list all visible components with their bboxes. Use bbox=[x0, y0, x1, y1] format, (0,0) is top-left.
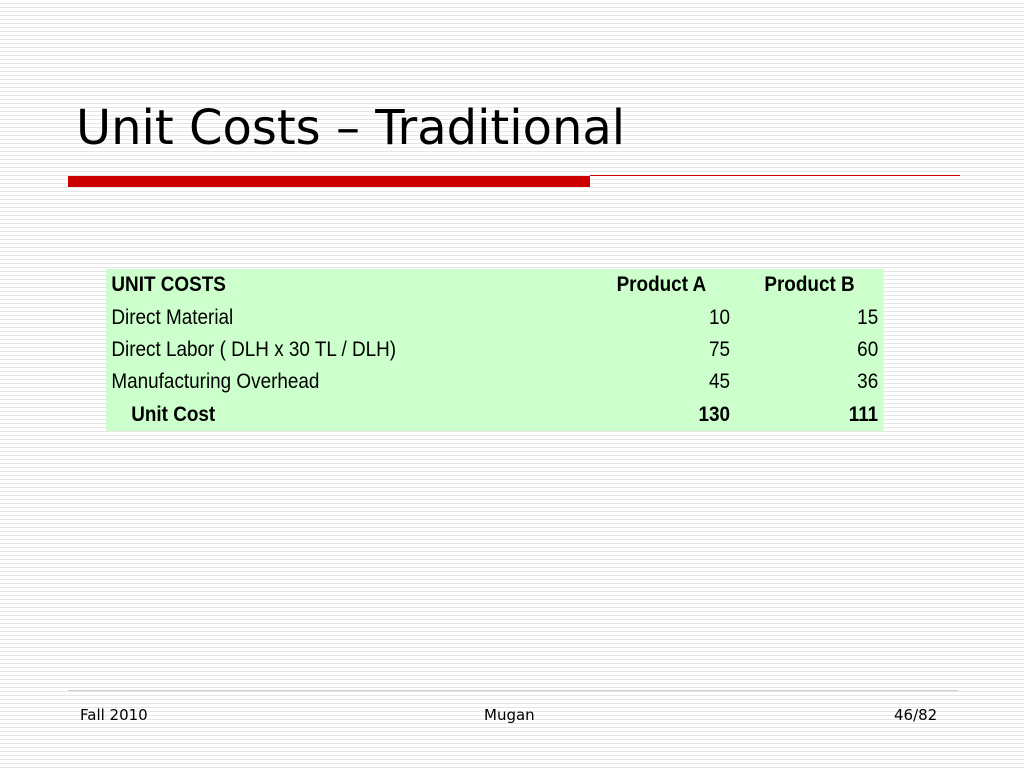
table-row: Direct Labor ( DLH x 30 TL / DLH) 75 60 bbox=[106, 334, 884, 366]
row-label: Direct Labor ( DLH x 30 TL / DLH) bbox=[111, 337, 397, 361]
table-row: Manufacturing Overhead 45 36 bbox=[106, 366, 884, 398]
total-label: Unit Cost bbox=[131, 402, 216, 426]
row-product-a: 75 bbox=[709, 337, 731, 361]
title-underline-thick bbox=[68, 176, 590, 187]
table-total-row: Unit Cost 130 111 bbox=[106, 399, 884, 431]
title-underline-thin bbox=[590, 175, 960, 176]
unit-costs-table: UNIT COSTS Product A Product B Direct Ma… bbox=[106, 269, 884, 431]
footer-date: Fall 2010 bbox=[80, 706, 148, 724]
slide-title: Unit Costs – Traditional bbox=[76, 100, 626, 156]
row-product-a: 10 bbox=[709, 305, 731, 329]
total-product-a: 130 bbox=[698, 402, 731, 426]
row-product-b: 36 bbox=[857, 370, 879, 394]
row-label: Manufacturing Overhead bbox=[111, 370, 320, 394]
header-product-a: Product A bbox=[616, 273, 707, 297]
row-product-b: 60 bbox=[857, 337, 879, 361]
table-header-row: UNIT COSTS Product A Product B bbox=[106, 269, 884, 301]
footer-author: Mugan bbox=[484, 706, 535, 724]
header-unit-costs: UNIT COSTS bbox=[111, 273, 226, 297]
footer-page-number: 46/82 bbox=[894, 706, 938, 724]
footer-divider bbox=[68, 690, 958, 691]
row-product-a: 45 bbox=[709, 370, 731, 394]
row-label: Direct Material bbox=[111, 305, 234, 329]
table-row: Direct Material 10 15 bbox=[106, 301, 884, 333]
row-product-b: 15 bbox=[857, 305, 879, 329]
header-product-b: Product B bbox=[764, 273, 855, 297]
total-product-b: 111 bbox=[848, 402, 879, 426]
